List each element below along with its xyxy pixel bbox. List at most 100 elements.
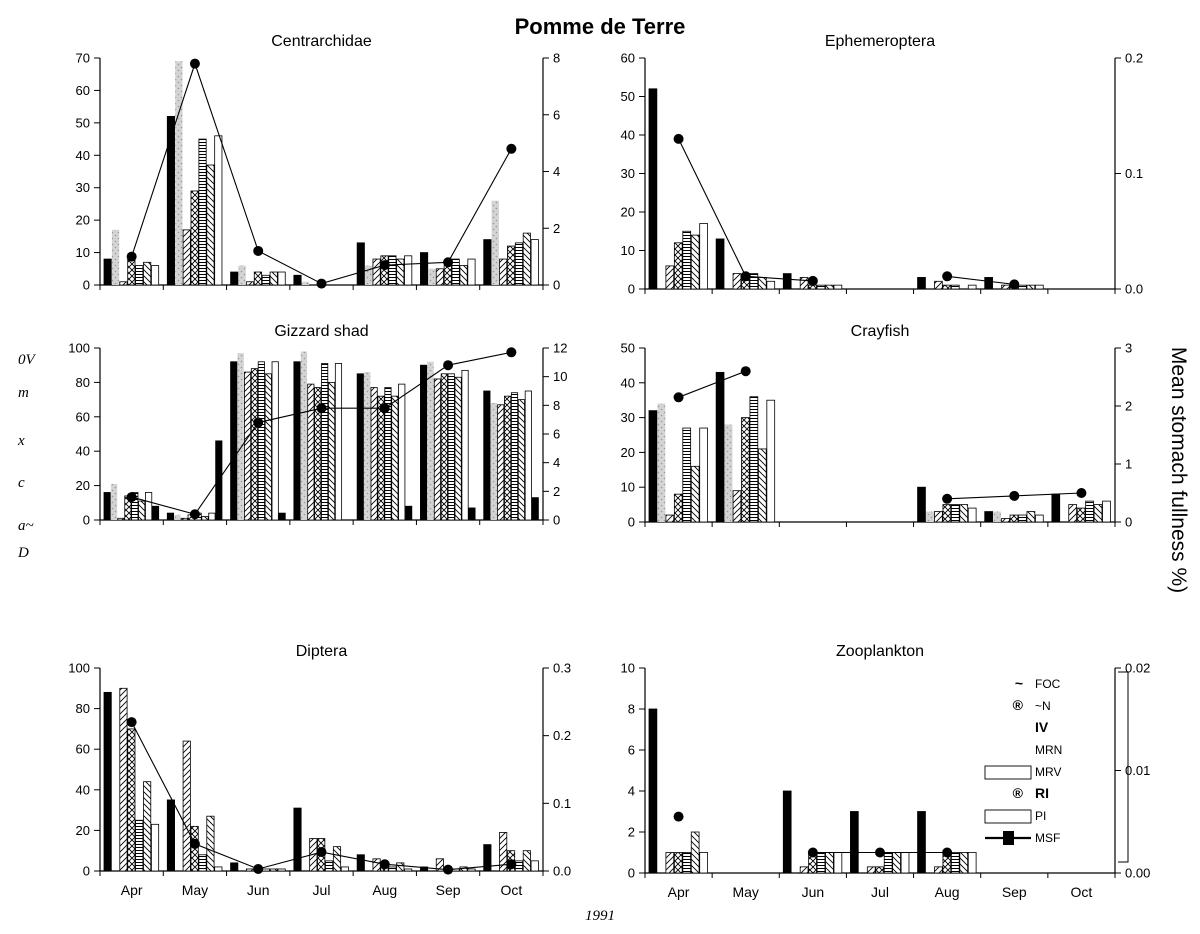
legend-label: PI xyxy=(1035,809,1046,823)
x-tick-label: Apr xyxy=(121,882,143,898)
left-tick-label: 80 xyxy=(76,701,90,716)
bar-ri xyxy=(522,850,531,872)
right-tick-label: 0.2 xyxy=(553,728,571,743)
bar-mrn xyxy=(443,265,452,286)
bar-foc xyxy=(356,373,364,521)
x-axis-year: 1991 xyxy=(585,908,615,924)
left-tick-label: 60 xyxy=(76,409,90,424)
bar-iv xyxy=(665,265,675,290)
bar-iv xyxy=(799,866,809,874)
bar-pi xyxy=(766,399,776,523)
bar-ri xyxy=(690,234,700,290)
bar-ri xyxy=(1026,511,1036,523)
panel-4: Diptera 0 20 40 60 80 100 0.0 0.1 0.2 0.3 Apr May Jun… xyxy=(68,643,571,898)
msf-point xyxy=(189,58,200,69)
right-tick-label: 8 xyxy=(553,398,560,413)
bar-ri xyxy=(269,271,278,286)
bar-n xyxy=(110,483,118,520)
bar-n xyxy=(237,353,244,520)
msf-point xyxy=(673,133,684,144)
bar-foc xyxy=(648,708,658,874)
bar-pi xyxy=(530,860,539,872)
bar-mrv xyxy=(261,868,270,872)
x-tick-label: Jul xyxy=(313,882,331,898)
bar-ri xyxy=(517,399,525,521)
bar-iv xyxy=(435,268,444,286)
bar-foc xyxy=(230,862,239,872)
left-tick-label: 50 xyxy=(76,115,90,130)
msf-point xyxy=(807,847,818,858)
bar-ri xyxy=(959,852,969,874)
bar-iv xyxy=(934,280,943,290)
legend-label: MSF xyxy=(1035,831,1060,845)
bar-ri xyxy=(396,258,405,286)
right-tick-label: 0.00 xyxy=(1125,866,1150,881)
bar-ri xyxy=(328,381,336,521)
bar-n xyxy=(365,265,373,285)
left-tick-label: 2 xyxy=(628,825,635,840)
left-tick-label: 40 xyxy=(621,375,635,390)
left-tick-label: 50 xyxy=(621,89,635,104)
right-tick-label: 2 xyxy=(553,484,560,499)
bar-foc xyxy=(648,410,658,523)
panel-title: Crayfish xyxy=(851,323,910,340)
left-axis-glyph-5: D xyxy=(17,545,29,561)
left-tick-label: 100 xyxy=(68,341,90,356)
panel-title: Zooplankton xyxy=(836,643,924,660)
left-tick-label: 20 xyxy=(76,478,90,493)
panel-1: Ephemeroptera 0 10 20 30 40 50 60 0.0 0.1 0.2 xyxy=(621,33,1144,297)
legend-item-5: ® RI xyxy=(1013,785,1049,801)
x-tick-label: Apr xyxy=(668,884,690,900)
bar-iv xyxy=(934,866,943,874)
bar-mrv xyxy=(135,265,144,286)
bar-iv xyxy=(1001,284,1010,290)
bar-foc xyxy=(1051,493,1061,523)
bar-foc xyxy=(230,361,238,521)
right-tick-label: 0.0 xyxy=(1125,282,1143,297)
bar-mrv xyxy=(883,852,893,874)
x-tick-label: Sep xyxy=(436,882,461,898)
bar-pi xyxy=(398,383,406,521)
legend-swatch-bar xyxy=(1003,831,1014,845)
bar-pi xyxy=(1102,500,1111,523)
legend-item-1: ® ~N xyxy=(1013,697,1051,713)
x-tick-label: Sep xyxy=(1002,884,1027,900)
bar-ri xyxy=(206,164,215,286)
bar-mrn xyxy=(253,271,262,286)
left-tick-label: 6 xyxy=(628,743,635,758)
right-tick-label: 0.02 xyxy=(1125,661,1150,676)
x-tick-label: Aug xyxy=(372,882,397,898)
bar-pi xyxy=(277,868,286,872)
legend-symbol: ® xyxy=(1013,697,1024,713)
msf-point xyxy=(189,509,200,520)
left-tick-label: 0 xyxy=(83,278,90,293)
right-tick-label: 8 xyxy=(553,51,560,66)
x-tick-label: Jun xyxy=(247,882,270,898)
bar-foc xyxy=(420,252,429,286)
bar-pi xyxy=(277,271,286,286)
bar-foc xyxy=(648,88,658,290)
bar-n xyxy=(238,265,246,285)
right-tick-label: 6 xyxy=(553,107,560,122)
bar-foc xyxy=(917,811,926,874)
msf-point xyxy=(443,864,454,875)
bar-foc xyxy=(420,364,428,521)
bar-pi xyxy=(271,361,279,521)
bar-mrn xyxy=(507,245,516,286)
legend-item-4: MRV xyxy=(984,765,1061,780)
bar-iv xyxy=(117,517,125,521)
msf-point xyxy=(253,863,264,874)
right-tick-label: 6 xyxy=(553,427,560,442)
msf-point xyxy=(942,493,953,504)
bar-pi xyxy=(967,284,977,290)
bar-iv xyxy=(119,687,128,872)
panel-3: Crayfish 0 10 20 30 40 50 0 1 2 3 xyxy=(621,323,1133,530)
left-tick-label: 20 xyxy=(621,205,635,220)
left-axis-glyphs: 0V m x c a~ D xyxy=(17,352,37,561)
bar-foc xyxy=(166,799,175,872)
legend-label: MRN xyxy=(1035,743,1062,757)
msf-point xyxy=(379,260,390,271)
msf-point xyxy=(506,143,517,154)
bar-iv xyxy=(243,371,252,521)
bar-ri xyxy=(143,261,152,286)
